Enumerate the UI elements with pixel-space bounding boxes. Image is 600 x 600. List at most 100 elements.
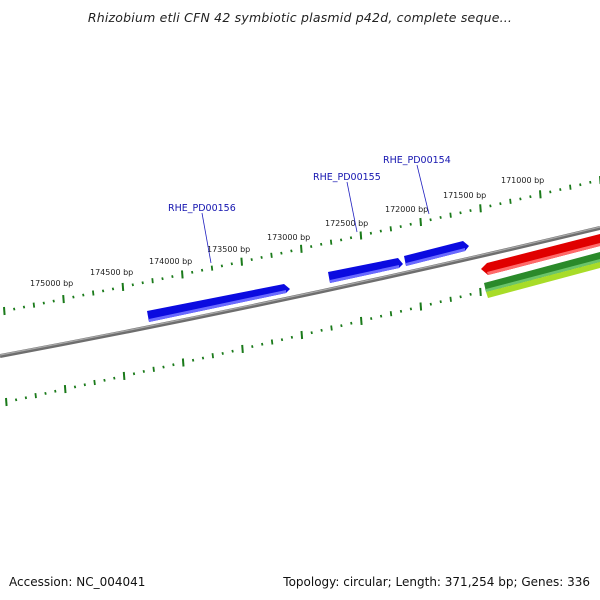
scale-tick xyxy=(230,262,233,266)
scale-tick xyxy=(171,275,174,279)
scale-tick xyxy=(62,295,65,304)
scale-tick xyxy=(589,180,592,184)
scale-tick xyxy=(459,295,462,299)
scale-tick xyxy=(329,239,333,245)
scale-tick xyxy=(330,325,333,331)
scale-tick xyxy=(42,301,45,305)
scale-tick xyxy=(82,293,85,297)
scale-tick xyxy=(201,356,205,360)
gene-label-rhe-pd00156[interactable]: RHE_PD00156 xyxy=(168,203,236,214)
scale-tick xyxy=(479,204,482,213)
scale-tick xyxy=(270,339,274,345)
scale-label-172500: 172500 bp xyxy=(325,219,368,228)
scale-tick xyxy=(24,396,28,400)
scale-tick xyxy=(369,231,373,235)
scale-tick xyxy=(439,300,442,304)
gene-arrow-rhe-pd00155[interactable] xyxy=(328,258,403,283)
scale-tick xyxy=(290,249,293,253)
scale-tick xyxy=(131,283,134,287)
scale-tick xyxy=(389,311,393,317)
gene-arrow-rhe-pd00156[interactable] xyxy=(147,284,290,322)
scale-tick xyxy=(63,385,67,394)
scale-tick xyxy=(181,358,185,367)
scale-tick xyxy=(340,324,343,328)
scale-tick xyxy=(529,195,532,199)
scale-tick xyxy=(72,295,75,299)
scale-tick xyxy=(172,363,175,367)
scale-tick xyxy=(13,307,16,311)
scale-tick xyxy=(241,344,244,353)
scale-tick xyxy=(121,282,125,291)
outer-scale-ticks xyxy=(3,176,600,316)
scale-tick xyxy=(221,351,224,355)
scale-tick xyxy=(261,342,264,346)
scale-tick xyxy=(161,277,164,281)
scale-tick xyxy=(34,392,37,399)
scale-tick xyxy=(569,184,572,190)
scale-label-174500: 174500 bp xyxy=(90,268,133,277)
leader-line-rhe-pd00154 xyxy=(416,164,430,215)
scale-tick xyxy=(409,222,412,226)
scale-tick xyxy=(509,198,512,204)
scale-label-172000: 172000 bp xyxy=(385,205,428,214)
scale-tick xyxy=(111,287,115,291)
gene-arrow-red[interactable] xyxy=(481,234,600,275)
scale-tick xyxy=(349,236,353,240)
scale-tick xyxy=(479,287,482,296)
scale-tick xyxy=(103,378,106,382)
scale-tick xyxy=(320,328,323,332)
scale-tick xyxy=(5,397,8,407)
scale-tick xyxy=(389,226,392,232)
scale-tick xyxy=(250,258,253,262)
scale-tick xyxy=(310,331,313,335)
scale-tick xyxy=(429,302,432,306)
gene-label-rhe-pd00154[interactable]: RHE_PD00154 xyxy=(383,155,451,166)
scale-tick xyxy=(3,306,6,316)
scale-tick xyxy=(499,202,502,206)
scale-tick xyxy=(350,321,353,325)
scale-tick xyxy=(300,330,304,340)
scale-tick xyxy=(280,338,284,342)
scale-label-171000: 171000 bp xyxy=(501,176,544,185)
scale-tick xyxy=(559,188,562,192)
scale-tick xyxy=(14,398,18,402)
scale-tick xyxy=(449,296,452,302)
scale-tick xyxy=(429,218,432,222)
gene-band-dark-green[interactable] xyxy=(484,252,600,292)
scale-tick xyxy=(449,212,452,218)
gene-arrow-rhe-pd00154[interactable] xyxy=(404,241,469,266)
gene-band-light-green[interactable] xyxy=(486,262,600,298)
scale-tick xyxy=(419,217,422,227)
scale-tick xyxy=(191,270,194,274)
plasmid-backbone xyxy=(0,226,600,358)
scale-tick xyxy=(419,302,423,311)
scale-tick xyxy=(93,379,96,386)
scale-tick xyxy=(151,278,154,284)
scale-tick xyxy=(489,204,492,208)
scale-tick xyxy=(459,211,462,215)
scale-tick xyxy=(92,290,95,296)
leader-line-rhe-pd00155 xyxy=(346,181,358,233)
scale-tick xyxy=(54,389,57,393)
scale-tick xyxy=(539,190,542,199)
scale-label-171500: 171500 bp xyxy=(443,191,486,200)
scale-tick xyxy=(379,229,382,233)
scale-tick xyxy=(142,369,145,373)
scale-tick xyxy=(360,316,363,325)
plasmid-backbone-highlight xyxy=(0,226,600,356)
scale-tick xyxy=(339,238,343,242)
scale-tick xyxy=(220,264,224,268)
map-title: Rhizobium etli CFN 42 symbiotic plasmid … xyxy=(87,10,513,25)
scale-tick xyxy=(439,215,442,219)
scale-tick xyxy=(200,268,204,272)
gene-label-rhe-pd00155[interactable]: RHE_PD00155 xyxy=(313,172,381,183)
accession-text: Accession: NC_004041 xyxy=(9,575,146,589)
scale-tick xyxy=(240,257,243,266)
scale-label-173500: 173500 bp xyxy=(207,245,250,254)
scale-tick xyxy=(379,314,383,318)
scale-tick xyxy=(320,242,323,246)
scale-tick xyxy=(101,289,105,293)
scale-tick xyxy=(211,353,214,359)
scale-tick xyxy=(359,231,363,240)
